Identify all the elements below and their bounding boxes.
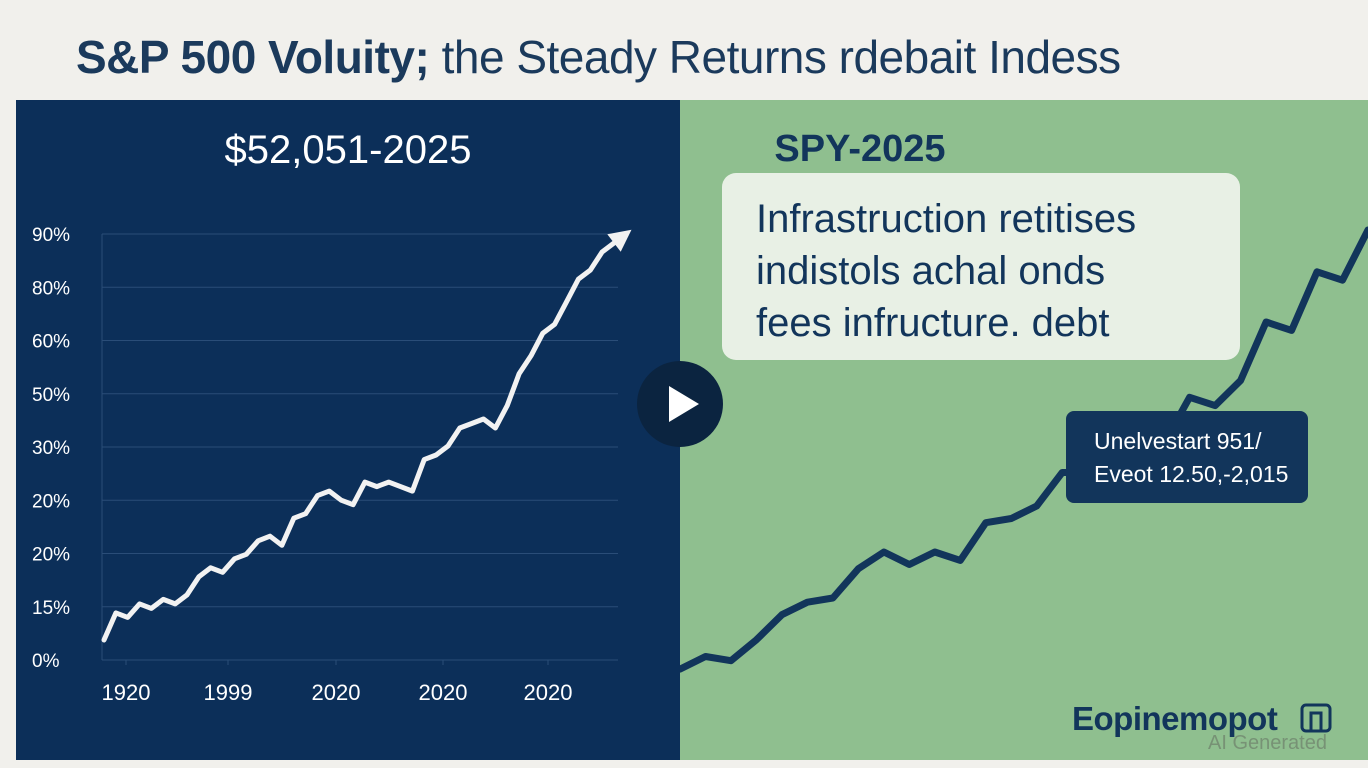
arrow-up-icon bbox=[607, 229, 632, 252]
x-tick-label: 2020 bbox=[419, 680, 468, 705]
left-chart-title: $52,051-2025 bbox=[224, 128, 472, 172]
right-chart-panel: SPY-2025 Infrastruction retitises indist… bbox=[680, 100, 1368, 760]
y-tick-label: 20% bbox=[32, 545, 70, 566]
x-tick-label: 2020 bbox=[312, 680, 361, 705]
bookmark-icon bbox=[1300, 703, 1332, 733]
play-button[interactable] bbox=[637, 361, 723, 447]
left-chart-panel: $52,051-2025 0% 15% 20% 20% 30% 50% 60% 80% 90% 1… bbox=[16, 100, 680, 760]
headline-bold: S&P 500 Voluity; bbox=[76, 31, 430, 83]
right-chart-title: SPY-2025 bbox=[774, 128, 946, 170]
left-line-chart: 0% 15% 20% 20% 30% 50% 60% 80% 90% 1920 1999 2020 20… bbox=[32, 225, 632, 705]
x-tick-label: 2020 bbox=[524, 680, 573, 705]
info-line: Infrastruction retitises bbox=[756, 197, 1137, 241]
series-line bbox=[101, 240, 617, 643]
callout-line: Unelvestart 951/ bbox=[1094, 428, 1262, 454]
x-tick-label: 1920 bbox=[102, 680, 151, 705]
right-line-chart bbox=[680, 226, 1368, 673]
y-tick-label: 30% bbox=[32, 438, 70, 459]
y-tick-label: 90% bbox=[32, 225, 70, 246]
x-tick-label: 1999 bbox=[204, 680, 253, 705]
play-icon bbox=[669, 386, 699, 422]
info-line: fees infructure. debt bbox=[756, 301, 1110, 345]
y-tick-label: 60% bbox=[32, 332, 70, 353]
watermark: AI Generated bbox=[1208, 732, 1327, 754]
info-box: Infrastruction retitises indistols achal… bbox=[722, 173, 1240, 360]
y-tick-label: 80% bbox=[32, 278, 70, 299]
y-tick-label: 15% bbox=[32, 598, 70, 619]
series-line bbox=[680, 226, 1368, 673]
headline-regular: the Steady Returns rdebait Indess bbox=[429, 31, 1122, 83]
headline: S&P 500 Voluity; the Steady Returns rdeb… bbox=[76, 30, 1121, 84]
callout-box: Unelvestart 951/ Eveot 12.50,-2,015 bbox=[1066, 411, 1308, 503]
info-line: indistols achal onds bbox=[756, 249, 1106, 293]
y-tick-label: 20% bbox=[32, 491, 70, 512]
callout-line: Eveot 12.50,-2,015 bbox=[1094, 461, 1289, 487]
y-tick-label: 50% bbox=[32, 385, 70, 406]
brand-logo-text: Eopinemopot bbox=[1072, 700, 1278, 737]
y-tick-label: 0% bbox=[32, 651, 60, 672]
